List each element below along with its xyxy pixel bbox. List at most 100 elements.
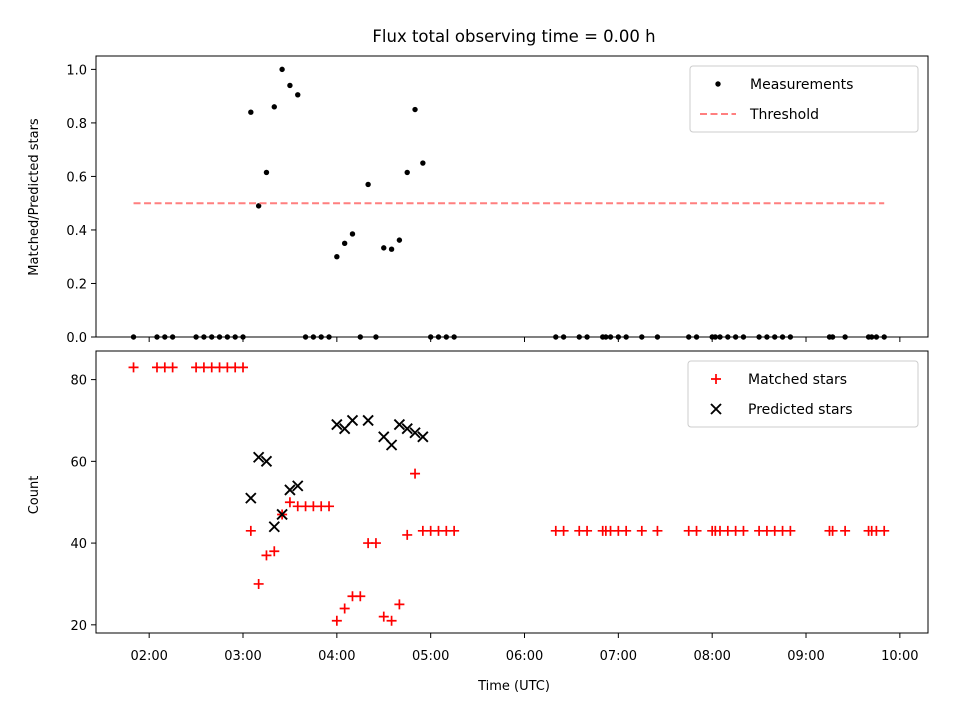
measurement-point xyxy=(334,254,340,260)
matched-stars-point xyxy=(238,362,249,373)
y-tick-label: 0.0 xyxy=(66,331,87,346)
y-tick-label: 20 xyxy=(70,619,87,634)
measurement-point xyxy=(248,109,254,115)
predicted-stars-point xyxy=(385,439,398,451)
legend-label: Threshold xyxy=(749,107,819,123)
matched-stars-point xyxy=(449,525,460,536)
matched-stars-point xyxy=(370,538,381,549)
matched-stars-point xyxy=(691,525,702,536)
matched-stars-point xyxy=(582,525,593,536)
measurement-point xyxy=(341,240,348,247)
x-tick-label: 07:00 xyxy=(600,649,637,664)
y-tick-label: 0.2 xyxy=(66,277,87,292)
measurement-point xyxy=(287,82,293,89)
matched-stars-point xyxy=(331,615,342,626)
matched-stars-point xyxy=(269,546,280,557)
legend-label: Predicted stars xyxy=(748,402,853,418)
chart-title: Flux total observing time = 0.00 h xyxy=(372,27,655,46)
predicted-stars-point xyxy=(245,492,257,504)
predicted-stars-point xyxy=(260,455,273,468)
matched-stars-point xyxy=(339,603,350,614)
predicted-stars-point xyxy=(284,484,296,496)
measurement-point xyxy=(396,237,403,243)
matched-stars-point xyxy=(879,525,890,536)
matched-stars-point xyxy=(636,525,647,536)
legend-box xyxy=(687,360,919,428)
measurement-point xyxy=(349,231,356,237)
top-legend: Measurements Threshold xyxy=(689,65,919,133)
predicted-stars-point xyxy=(393,418,406,431)
y-tick-label: 60 xyxy=(70,455,87,470)
matched-stars-point xyxy=(558,525,569,536)
predicted-stars-point xyxy=(401,422,413,435)
x-axis-label: Time (UTC) xyxy=(477,679,550,694)
x-tick-label: 10:00 xyxy=(881,649,918,664)
bottom-legend: Matched stars Predicted stars xyxy=(687,360,919,428)
matched-stars-point xyxy=(827,525,838,536)
legend-measurement-swatch xyxy=(715,81,721,87)
measurement-point xyxy=(404,169,410,176)
matched-stars-point xyxy=(167,362,178,373)
legend-label: Measurements xyxy=(750,77,853,93)
x-tick-label: 08:00 xyxy=(693,649,730,664)
matched-stars-point xyxy=(355,591,366,602)
matched-stars-point xyxy=(386,615,397,626)
matched-stars-point xyxy=(245,525,256,536)
matched-stars-point xyxy=(410,468,421,479)
x-tick-label: 05:00 xyxy=(412,649,449,664)
predicted-stars-point xyxy=(331,418,343,431)
matched-stars-point xyxy=(261,550,272,561)
y-tick-label: 1.0 xyxy=(66,63,87,78)
measurement-point xyxy=(295,92,301,98)
x-tick-label: 09:00 xyxy=(787,649,824,664)
measurement-point xyxy=(271,104,277,110)
measurement-point xyxy=(365,181,371,188)
x-tick-label: 02:00 xyxy=(130,649,167,664)
predicted-stars-point xyxy=(409,427,421,439)
matched-stars-point xyxy=(253,578,264,589)
matched-stars-point xyxy=(378,611,389,622)
predicted-stars-point xyxy=(252,451,265,463)
matched-stars-point xyxy=(785,525,796,536)
predicted-stars-point xyxy=(346,414,359,427)
y-tick-label: 40 xyxy=(70,537,87,552)
matched-stars-point xyxy=(324,501,335,512)
predicted-stars-point xyxy=(268,521,280,533)
matched-stars-point xyxy=(738,525,749,536)
measurement-point xyxy=(420,160,426,166)
legend-predicted-swatch xyxy=(710,403,722,415)
legend-label: Matched stars xyxy=(748,372,847,388)
measurement-point xyxy=(255,203,262,209)
measurement-point xyxy=(381,245,387,251)
x-tick-label: 03:00 xyxy=(224,649,261,664)
matched-stars-point xyxy=(284,497,295,508)
measurement-point xyxy=(279,66,285,73)
measurement-point xyxy=(263,169,270,176)
top-axes-frame xyxy=(95,55,929,338)
matched-stars-point xyxy=(652,525,663,536)
top-panel: Matched/Predicted stars 0.0 0.2 0.4 0.6 0.8 1… xyxy=(27,55,929,346)
x-tick-label: 04:00 xyxy=(318,649,355,664)
predicted-stars-point xyxy=(292,480,304,492)
bottom-panel: Count Time (UTC) 20 40 60 80 02:00 03:00 04:00… xyxy=(27,350,929,694)
y-tick-label: 0.4 xyxy=(66,224,87,239)
y-tick-label: 0.6 xyxy=(66,170,87,185)
predicted-stars-point xyxy=(362,414,374,427)
legend-matched-swatch xyxy=(711,374,721,384)
legend-box xyxy=(689,65,919,133)
y-tick-label: 0.8 xyxy=(66,117,87,132)
predicted-stars-point xyxy=(417,431,429,443)
top-y-axis-label: Matched/Predicted stars xyxy=(27,118,42,276)
bottom-y-axis-label: Count xyxy=(27,476,42,515)
x-tick-label: 06:00 xyxy=(506,649,543,664)
matched-stars-point xyxy=(621,525,632,536)
measurement-point xyxy=(388,246,395,252)
measurement-point xyxy=(412,106,418,113)
predicted-stars-point xyxy=(276,508,288,521)
matched-stars-point xyxy=(840,525,851,536)
matched-stars-point xyxy=(402,529,413,540)
y-tick-label: 80 xyxy=(70,374,87,389)
matched-stars-point xyxy=(128,362,139,373)
matched-stars-point xyxy=(394,599,405,610)
